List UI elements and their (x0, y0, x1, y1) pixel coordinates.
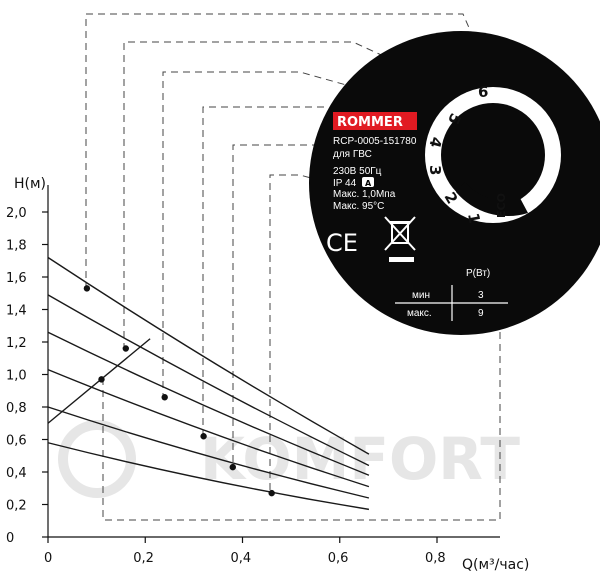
y-tick-label: 1,2 (6, 336, 27, 351)
dashed-guide-line (102, 214, 501, 521)
y-tick-label: 2,0 (6, 206, 27, 221)
x-tick-label: 0,4 (231, 551, 252, 566)
dial-number-eco: ECO (495, 193, 508, 218)
label-voltage: 230В 50Гц (333, 166, 382, 177)
power-max-value: 9 (478, 308, 484, 319)
operating-points (83, 285, 275, 497)
ip-badge: A (365, 179, 372, 188)
curve-speed-1 (47, 442, 370, 511)
x-ticks: 0 0,2 0,4 0,6 0,8 (44, 537, 446, 566)
operating-point (83, 285, 91, 292)
dial-number-4: 4 (425, 135, 445, 150)
operating-point (122, 345, 129, 352)
operating-point (200, 433, 207, 440)
x-tick-label: 0,2 (133, 551, 154, 566)
y-tick-label: 1,6 (6, 271, 27, 286)
dial-center (441, 103, 545, 207)
dial-number-1: 1 (464, 212, 484, 225)
y-ticks: 0 0,2 0,4 0,6 0,8 1,0 1,2 1,4 1,6 1,8 2,0 (6, 206, 48, 546)
label-pressure: Макс. 1,0Мпа (333, 189, 396, 200)
y-tick-label: 0,8 (6, 401, 27, 416)
power-table (395, 285, 508, 321)
ip-badge-box (362, 177, 374, 187)
operating-point (161, 394, 168, 401)
dial-number-3: 3 (426, 165, 444, 175)
y-tick-label: 1,4 (6, 304, 27, 319)
operating-point (229, 463, 236, 471)
curve-speed-5 (47, 294, 370, 467)
x-tick-label: 0,6 (328, 551, 349, 566)
brand-name: ROMMER (337, 115, 403, 130)
power-header: P(Вт) (466, 268, 490, 279)
ce-mark: CE (326, 229, 358, 257)
y-tick-label: 0,2 (6, 499, 27, 514)
x-axis-title: Q(м³/час) (462, 557, 529, 572)
y-axis-title: H(м) (14, 176, 46, 192)
label-purpose: для ГВС (333, 149, 372, 160)
brand-badge (333, 112, 417, 130)
operating-point (98, 376, 105, 383)
curve-speed-3 (47, 368, 370, 488)
y-tick-label: 0 (6, 531, 14, 546)
watermark-text: KOMFORT (200, 425, 520, 493)
power-min-value: 3 (478, 290, 484, 301)
x-tick-label: 0,8 (425, 551, 446, 566)
watermark-logo (58, 420, 136, 498)
weee-bin-icon (384, 216, 416, 251)
label-temperature: Макс. 95°C (333, 201, 384, 212)
y-tick-label: 1,0 (6, 369, 27, 384)
power-max-label: макс. (407, 308, 432, 319)
label-model: RCP-0005-151780 (333, 136, 417, 147)
x-tick-label: 0 (44, 551, 52, 566)
dashed-guide-line (162, 71, 461, 400)
curve-speed-4 (47, 331, 370, 476)
pump-curves (47, 256, 370, 511)
y-tick-label: 1,8 (6, 239, 27, 254)
curve-speed-2 (47, 406, 370, 499)
axes (47, 185, 500, 538)
y-tick-label: 0,4 (6, 466, 27, 481)
operating-point (268, 489, 275, 497)
dial-black-segment (456, 182, 528, 217)
curve-speed-6 (47, 256, 370, 455)
label-ip: IP 44 (333, 178, 357, 189)
y-tick-label: 0,6 (6, 434, 27, 449)
weee-bar (389, 257, 414, 262)
power-min-label: мин (412, 290, 430, 301)
dial-number-6: 6 (478, 83, 488, 101)
